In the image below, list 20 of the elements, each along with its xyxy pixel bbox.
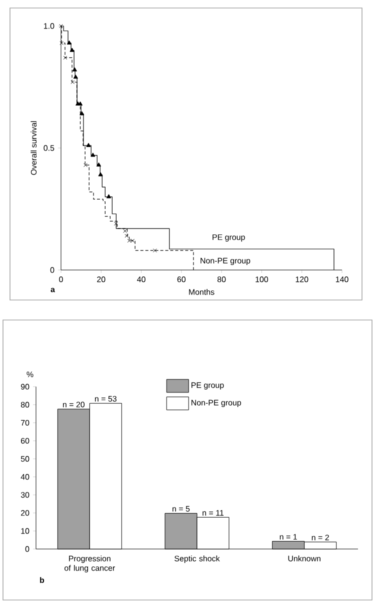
point [80, 111, 84, 116]
point [63, 56, 68, 60]
point [127, 238, 132, 243]
point [70, 48, 74, 52]
point [114, 222, 118, 226]
point [90, 152, 96, 157]
point [106, 194, 112, 198]
point [73, 74, 78, 79]
point [72, 67, 77, 72]
point [66, 40, 72, 45]
point [124, 234, 129, 238]
point [98, 172, 103, 176]
point [96, 162, 102, 167]
point [152, 248, 157, 252]
point [123, 229, 127, 233]
point [86, 142, 91, 147]
point [70, 80, 75, 84]
point [130, 238, 135, 243]
point [84, 163, 88, 168]
point [60, 41, 64, 46]
